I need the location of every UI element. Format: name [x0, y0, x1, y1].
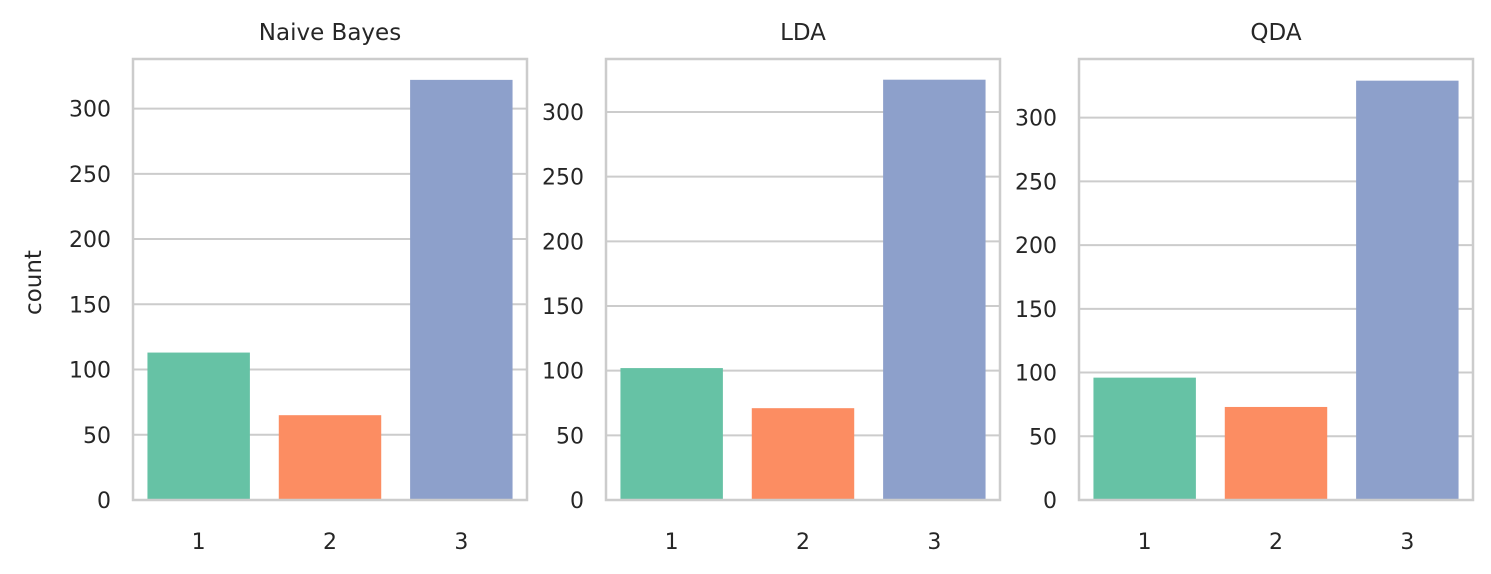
y-tick-label: 300 [1015, 107, 1057, 132]
y-tick-label: 200 [69, 228, 111, 253]
x-tick-label: 3 [1400, 530, 1414, 555]
chart-panel-2: 1 2 3 0 50 100 150 200 250 300 LDA [542, 20, 1002, 555]
y-tick-label: 100 [542, 360, 584, 385]
bar-3 [883, 79, 986, 501]
x-tick-label: 1 [1138, 530, 1152, 555]
y-tick-label: 300 [542, 101, 584, 126]
y-tick-label: 250 [542, 166, 584, 191]
y-tick-label: 150 [542, 295, 584, 320]
y-tick-label: 50 [1029, 425, 1057, 450]
y-tick-label: 200 [1015, 234, 1057, 259]
plot-frame [131, 57, 529, 502]
y-tick-label: 0 [1043, 489, 1057, 514]
x-tick-label: 1 [665, 530, 679, 555]
chart-panel-1: 1 2 3 0 50 100 150 200 250 300 Naive Bayes count [21, 20, 529, 555]
bar-1 [620, 368, 723, 500]
y-tick-label: 250 [69, 163, 111, 188]
x-tick-label: 2 [796, 530, 810, 555]
chart-title: LDA [780, 20, 826, 46]
x-tick-label: 3 [927, 530, 941, 555]
y-tick-label: 150 [69, 293, 111, 318]
y-tick-label: 200 [542, 230, 584, 255]
plot-frame [604, 57, 1002, 502]
y-tick-label: 150 [1015, 298, 1057, 323]
y-tick-label: 100 [69, 359, 111, 384]
x-tick-label: 2 [323, 530, 337, 555]
y-axis-label: count [21, 250, 47, 315]
chart-title: QDA [1250, 20, 1301, 46]
bar-1 [147, 352, 250, 500]
bar-2 [751, 408, 855, 500]
bar-1 [1093, 377, 1196, 500]
plot-frame [1077, 57, 1475, 502]
bar-2 [278, 415, 382, 500]
bar-3 [1356, 80, 1459, 500]
y-tick-label: 50 [83, 424, 111, 449]
y-tick-label: 250 [1015, 170, 1057, 195]
y-tick-label: 50 [556, 424, 584, 449]
chart-panel-3: 1 2 3 0 50 100 150 200 250 300 QDA [1015, 20, 1475, 555]
x-tick-label: 2 [1269, 530, 1283, 555]
y-tick-label: 300 [69, 98, 111, 123]
bar-3 [410, 79, 513, 501]
x-tick-label: 1 [192, 530, 206, 555]
chart-title: Naive Bayes [259, 20, 401, 46]
y-tick-label: 100 [1015, 362, 1057, 387]
bar-2 [1224, 406, 1328, 500]
y-tick-label: 0 [570, 489, 584, 514]
y-tick-label: 0 [97, 489, 111, 514]
x-tick-label: 3 [454, 530, 468, 555]
